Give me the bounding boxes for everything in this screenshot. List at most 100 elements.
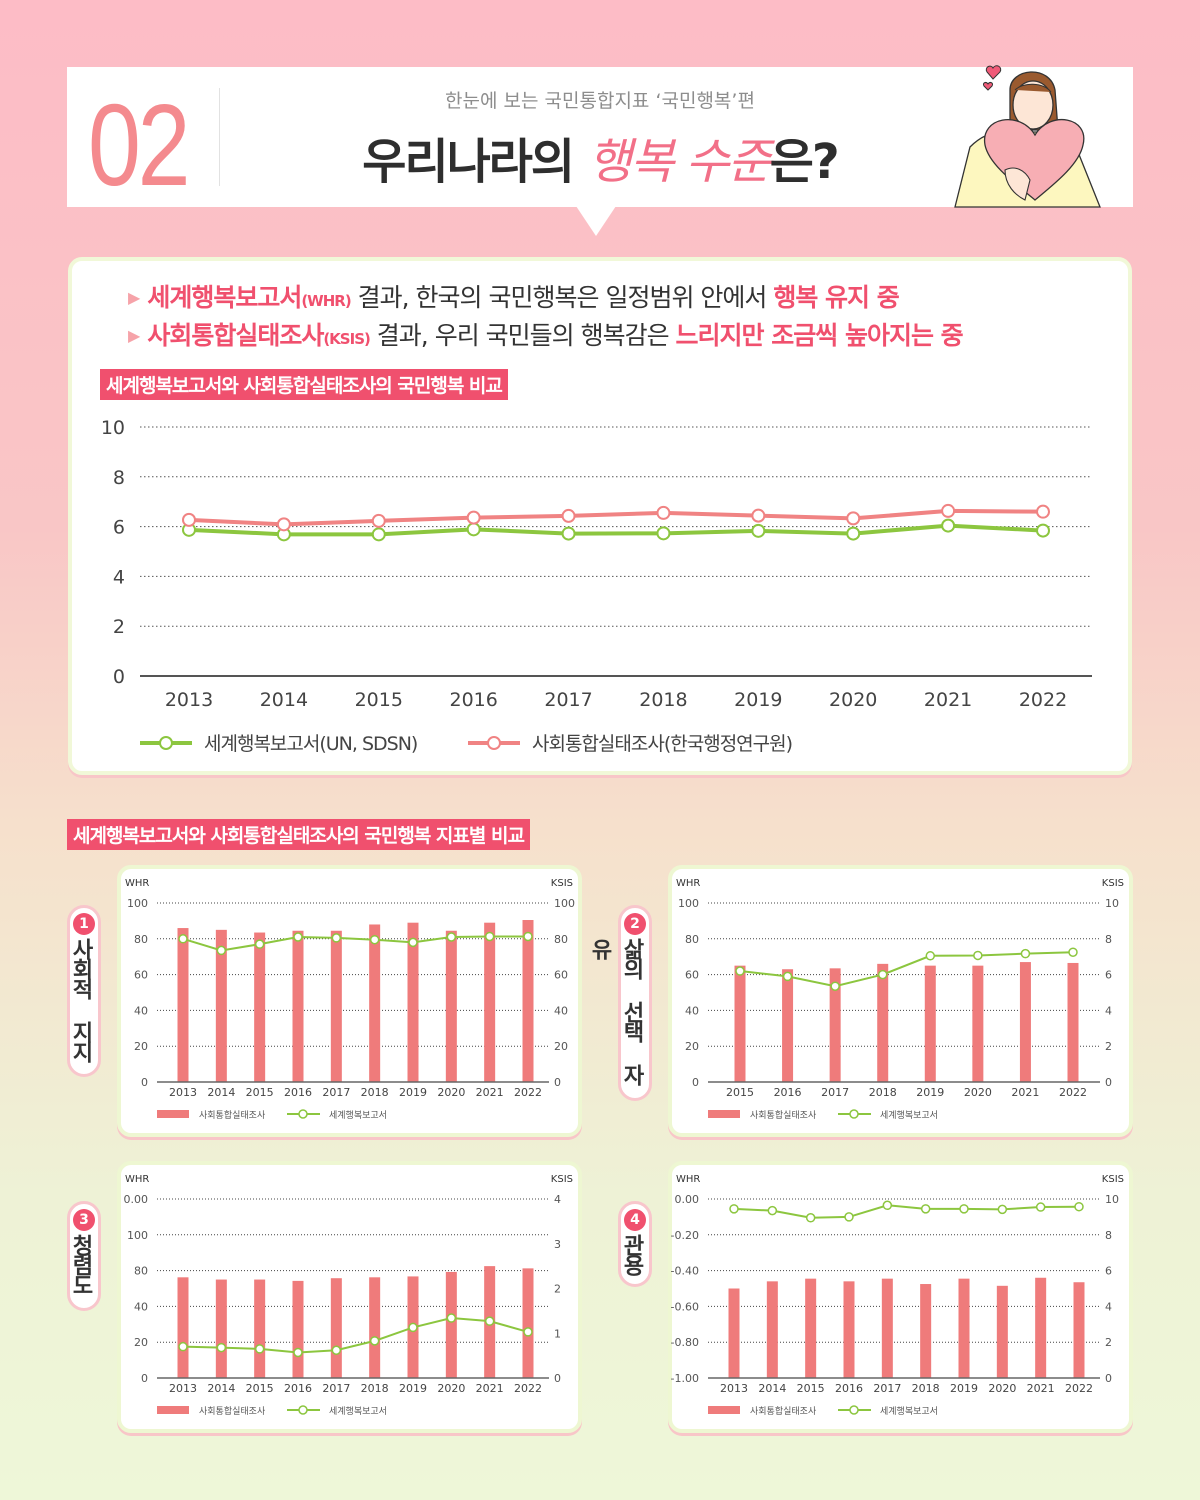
right-tick-label: 20	[554, 1040, 568, 1053]
data-point	[767, 1205, 778, 1216]
x-tick-label: 2017	[322, 1086, 350, 1099]
data-point	[1074, 1201, 1084, 1212]
bullet-em: 행복 유지 중	[773, 283, 899, 312]
heart-icon	[983, 82, 993, 91]
x-tick-label: 2022	[1059, 1086, 1087, 1099]
data-point	[216, 945, 227, 956]
x-tick-label: 2020	[437, 1086, 465, 1099]
x-tick-label: 2019	[399, 1382, 427, 1395]
data-point	[484, 1316, 495, 1326]
indicator-bar-line-chart: WHR KSIS 0.00 100 80 40 20 0 4 3 2 1 0 2013 2014 2015 20…	[124, 1174, 574, 1417]
bar	[369, 924, 381, 1082]
left-tick-label: 80	[134, 933, 148, 946]
bar	[766, 1281, 778, 1378]
left-tick-label: 20	[685, 1040, 699, 1053]
data-point	[846, 511, 861, 526]
right-tick-label: 8	[1105, 933, 1112, 946]
bar	[996, 1285, 1008, 1378]
data-point	[466, 510, 481, 525]
left-axis-title: WHR	[676, 878, 700, 889]
data-point	[751, 508, 766, 523]
data-point	[782, 971, 793, 982]
bar	[829, 968, 841, 1082]
x-tick-label: 2022	[514, 1086, 542, 1099]
title-post: 은?	[769, 134, 840, 190]
bullet-em: 사회통합실태조사	[147, 321, 324, 350]
legend-bar-swatch	[157, 1406, 189, 1414]
bullet-text: 결과, 우리 국민들의 행복감은	[369, 321, 676, 350]
right-tick-label: 10	[1105, 1193, 1119, 1206]
x-tick-label: 2013	[165, 689, 213, 711]
x-tick-label: 2022	[1065, 1382, 1093, 1395]
bar	[215, 929, 227, 1082]
bullet-em: 세계행복보고서	[147, 283, 302, 312]
legend-marker	[298, 1109, 308, 1119]
indicator-number-badge: 2	[624, 913, 646, 935]
bar	[958, 1278, 970, 1378]
bar	[254, 932, 266, 1082]
left-tick-label: 80	[685, 933, 699, 946]
right-tick-label: 0	[554, 1076, 561, 1089]
x-tick-label: 2020	[988, 1382, 1016, 1395]
left-axis-title: WHR	[125, 1174, 149, 1185]
data-point	[1036, 504, 1050, 519]
series-line	[182, 1317, 529, 1354]
bar	[805, 1278, 817, 1378]
bar	[1019, 962, 1031, 1082]
data-point	[408, 1322, 418, 1333]
x-tick-label: 2022	[514, 1382, 542, 1395]
header-divider	[219, 88, 220, 186]
x-tick-label: 2021	[476, 1086, 504, 1099]
indicator-title: 삶의 선택 자유	[587, 938, 644, 1084]
right-tick-label: 100	[554, 897, 575, 910]
right-tick-label: 8	[1105, 1229, 1112, 1242]
data-point	[216, 1342, 227, 1353]
title-highlight: 행복 수준	[587, 134, 772, 190]
data-point	[446, 1313, 457, 1323]
bar	[484, 922, 496, 1082]
bar	[782, 969, 794, 1082]
y-tick-label: 4	[113, 566, 125, 588]
data-point	[484, 931, 495, 942]
data-point	[446, 932, 457, 942]
x-tick-label: 2017	[821, 1086, 849, 1099]
left-tick-label: 60	[685, 969, 699, 982]
bar	[924, 965, 936, 1082]
legend-label: 세계행복보고서	[329, 1405, 387, 1417]
indicator-number-badge: 4	[624, 1209, 646, 1231]
y-tick-label: 8	[113, 467, 125, 489]
left-tick-label: 60	[134, 969, 148, 982]
data-point	[751, 523, 766, 538]
bar	[177, 928, 189, 1082]
data-point	[408, 937, 418, 948]
bar	[734, 965, 746, 1082]
data-point	[1036, 523, 1050, 538]
left-tick-label: -0.60	[671, 1300, 699, 1313]
bar	[215, 1279, 227, 1378]
bar	[177, 1277, 189, 1378]
indicator-title: 청렴도	[68, 1234, 93, 1294]
indicator-chart-panel	[117, 1161, 582, 1433]
page-title: 우리나라의 행복 수준은?	[300, 122, 900, 192]
x-tick-label: 2018	[639, 689, 687, 711]
section-label-overall: 세계행복보고서와 사회통합실태조사의 국민행복 비교	[100, 369, 508, 400]
right-tick-label: 40	[554, 1004, 568, 1017]
data-point	[997, 1204, 1008, 1215]
data-point	[523, 1327, 533, 1337]
data-point	[1035, 1202, 1046, 1212]
data-point	[466, 522, 481, 537]
data-point	[371, 513, 386, 528]
x-tick-label: 2021	[476, 1382, 504, 1395]
indicator-side-tab: 2 삶의 선택 자유	[587, 905, 652, 1101]
data-point	[973, 950, 983, 961]
data-point	[561, 526, 576, 541]
data-point	[1068, 947, 1078, 957]
bar	[1067, 962, 1079, 1082]
bullet-abbr: (KSIS)	[323, 330, 371, 348]
x-tick-label: 2015	[246, 1086, 274, 1099]
data-point	[561, 508, 576, 523]
right-tick-label: 1	[554, 1327, 561, 1340]
data-point	[729, 1204, 739, 1214]
legend-label: 세계행복보고서	[880, 1405, 938, 1417]
left-tick-label: 0	[141, 1372, 148, 1385]
